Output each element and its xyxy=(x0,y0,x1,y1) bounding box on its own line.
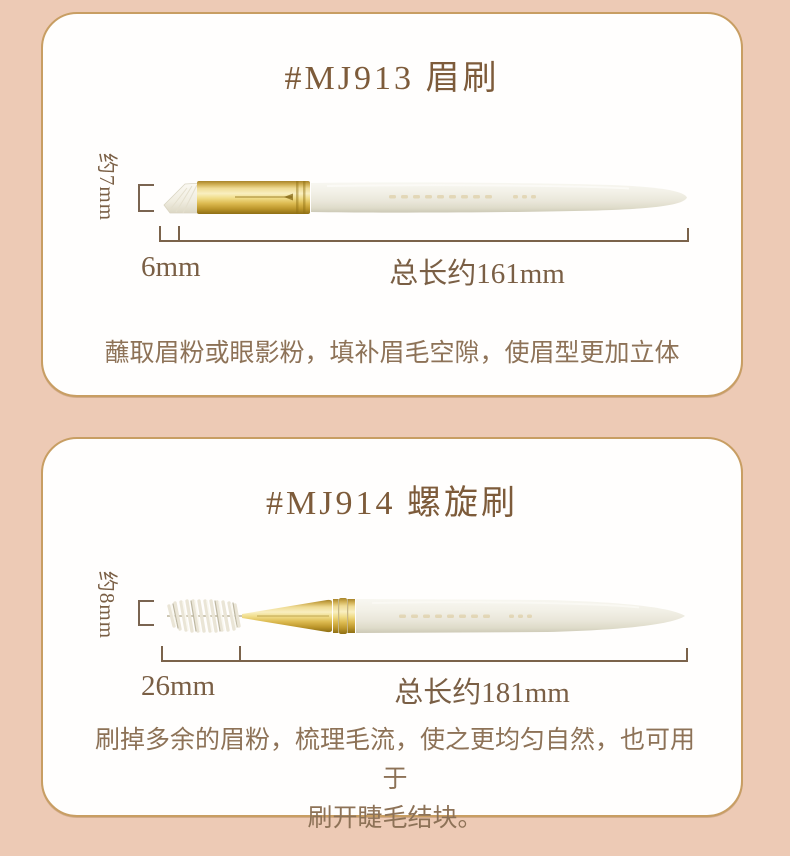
brush-bristles xyxy=(163,182,203,214)
dimension-line xyxy=(159,240,689,242)
head-length-label: 26mm xyxy=(141,670,216,702)
head-length-label: 6mm xyxy=(141,251,201,283)
tick-start xyxy=(159,226,161,242)
product-description: 蘸取眉粉或眼影粉，填补眉毛空隙，使眉型更加立体 xyxy=(73,334,711,373)
head-height-text: 约7mm xyxy=(95,152,120,222)
handle-branding-marks xyxy=(399,614,532,618)
product-card-mj913: #MJ913 眉刷 约7mm xyxy=(41,12,743,397)
dimension-line xyxy=(161,660,688,662)
spiral-spoolie-brush-image xyxy=(167,598,685,634)
brush-handle xyxy=(356,599,685,633)
description-line: 蘸取眉粉或眼影粉，填补眉毛空隙，使眉型更加立体 xyxy=(104,339,680,367)
handle-branding-marks xyxy=(389,195,536,199)
head-height-bracket xyxy=(138,600,154,626)
total-length-label: 总长约161mm xyxy=(389,258,565,290)
description-line: 刷掉多余的眉粉，梳理毛流，使之更均匀自然，也可用于 xyxy=(94,726,695,793)
brush-ferrule xyxy=(242,598,355,634)
total-length-label: 总长约181mm xyxy=(394,677,570,709)
tick-head-length xyxy=(178,226,180,242)
head-height-text: 约8mm xyxy=(95,570,120,640)
brush-ferrule xyxy=(197,181,310,214)
description-line: 刷开睫毛结块。 xyxy=(307,804,483,832)
tick-end xyxy=(686,648,688,662)
brush-handle xyxy=(311,182,687,213)
head-height-bracket xyxy=(138,184,154,212)
angled-eyebrow-brush-image xyxy=(163,181,687,214)
head-height-label: 约7mm xyxy=(87,137,129,237)
tick-start xyxy=(161,646,163,662)
product-title: #MJ914 螺旋刷 xyxy=(266,485,518,522)
tick-head-length xyxy=(239,646,241,662)
product-card-mj914: #MJ914 螺旋刷 约8mm xyxy=(41,437,743,832)
product-description: 刷掉多余的眉粉，梳理毛流，使之更均匀自然，也可用于 刷开睫毛结块。 xyxy=(89,721,701,838)
head-height-label: 约8mm xyxy=(87,555,129,655)
brush-bristles xyxy=(167,599,242,633)
product-title: #MJ913 眉刷 xyxy=(284,60,500,97)
tick-end xyxy=(687,228,689,242)
